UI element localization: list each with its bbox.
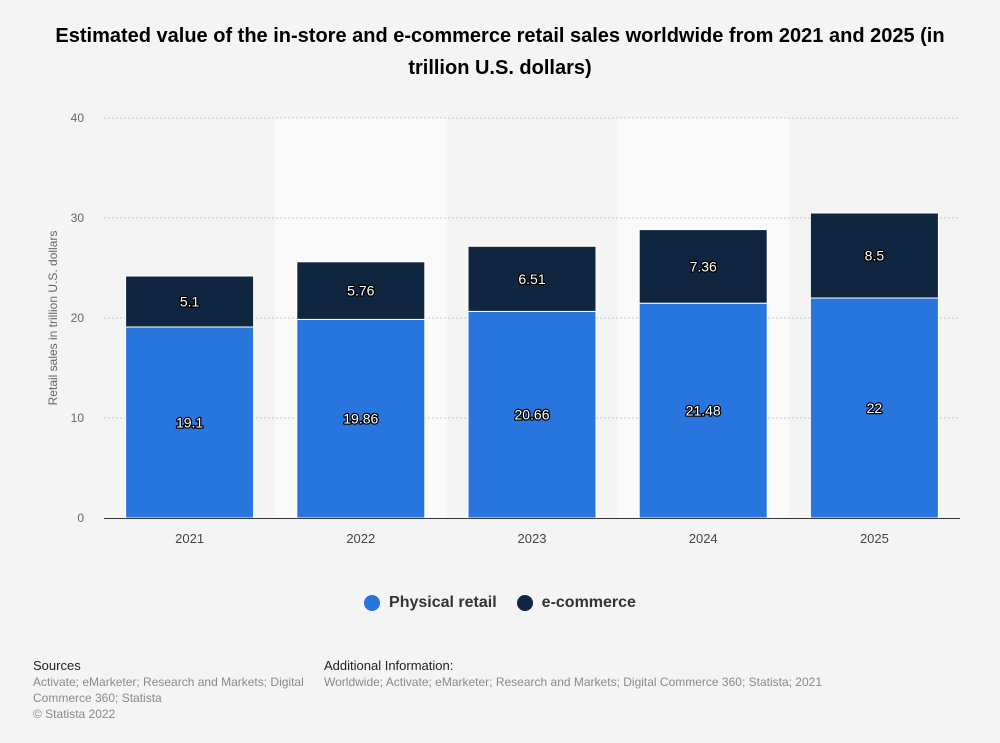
legend-marker-physical-retail — [364, 595, 381, 611]
chart-title: Estimated value of the in-store and e-co… — [55, 25, 945, 79]
y-tick-label: 40 — [71, 111, 85, 125]
bar-e-commerce — [125, 275, 255, 328]
data-label: 8.5 — [865, 248, 885, 264]
additional-info-text: Worldwide; Activate; eMarketer; Research… — [324, 675, 822, 689]
sources-block: Sources Activate; eMarketer; Research an… — [33, 658, 304, 722]
chart-legend: Physical retail e-commerce — [0, 594, 1000, 612]
bar-e-commerce — [467, 245, 597, 312]
data-label: 21.48 — [686, 403, 721, 419]
bar-e-commerce — [296, 261, 426, 320]
x-tick-label: 2025 — [860, 531, 889, 546]
data-label: 6.51 — [518, 271, 545, 287]
copyright-text: © Statista 2022 — [33, 707, 116, 721]
legend-label-e-commerce: e-commerce — [541, 594, 636, 611]
sources-heading[interactable]: Sources — [33, 658, 81, 673]
legend-item-physical-retail[interactable]: Physical retail — [364, 594, 497, 612]
x-tick-label: 2023 — [518, 531, 547, 546]
sources-line-1: Activate; eMarketer; Research and Market… — [33, 675, 304, 689]
bar-e-commerce — [809, 212, 939, 299]
data-label: 7.36 — [690, 258, 717, 274]
data-label: 19.86 — [343, 411, 378, 427]
y-axis-title: Retail sales in trillion U.S. dollars — [46, 231, 60, 406]
bar-physical-retail — [467, 310, 597, 519]
sources-line-2: Commerce 360; Statista — [33, 691, 162, 705]
x-tick-label: 2024 — [689, 531, 718, 546]
data-label: 22 — [867, 400, 883, 416]
y-tick-label: 0 — [77, 511, 84, 525]
legend-label-physical-retail: Physical retail — [389, 594, 497, 611]
bar-e-commerce — [638, 229, 768, 304]
y-tick-label: 10 — [71, 411, 85, 425]
y-tick-label: 20 — [71, 311, 85, 325]
y-tick-label: 30 — [71, 211, 85, 225]
data-label: 19.1 — [176, 415, 203, 431]
legend-marker-e-commerce — [516, 595, 533, 611]
bar-physical-retail — [638, 302, 768, 519]
x-tick-label: 2022 — [346, 531, 375, 546]
additional-info-block: Additional Information: Worldwide; Activ… — [324, 658, 822, 690]
data-label: 5.1 — [180, 294, 200, 310]
legend-item-e-commerce[interactable]: e-commerce — [516, 594, 636, 612]
data-label: 5.76 — [347, 283, 374, 299]
bar-physical-retail — [125, 326, 255, 519]
x-tick-label: 2021 — [175, 531, 204, 546]
additional-info-heading[interactable]: Additional Information: — [324, 658, 454, 673]
data-label: 20.66 — [514, 407, 549, 423]
